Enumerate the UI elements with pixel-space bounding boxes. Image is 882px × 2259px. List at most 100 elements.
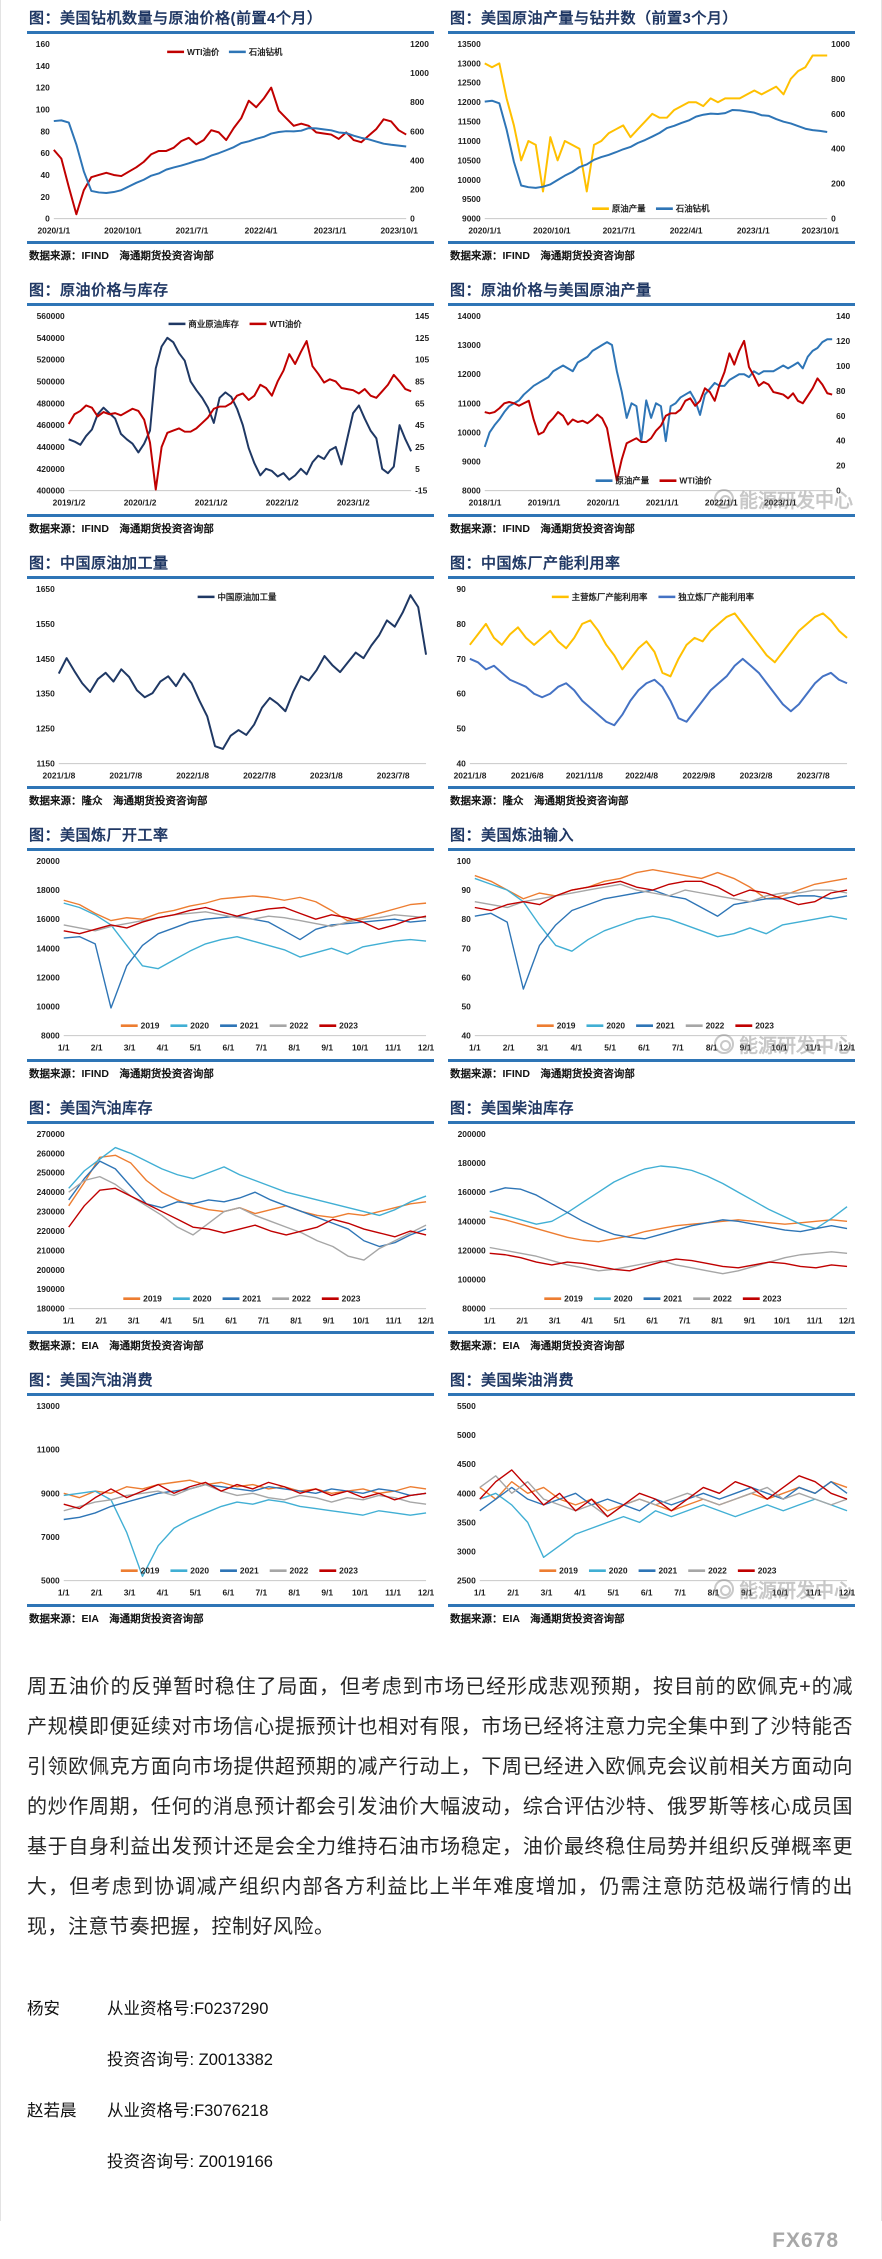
svg-text:520000: 520000 (37, 355, 65, 365)
legend-label: 商业原油库存 (188, 319, 239, 329)
chart-legend: 2019 2020 2021 2022 2023 (544, 1294, 782, 1304)
svg-text:70: 70 (457, 654, 467, 664)
svg-text:8/1: 8/1 (288, 1588, 300, 1598)
y2-axis-ticks: 1000 800 600 400 200 0 (831, 39, 850, 224)
y-axis-ticks: 560000 540000 520000 500000 480000 460000 4400… (37, 311, 65, 496)
line-chart: 5500 5000 4500 4000 3500 3000 2500 1/1 2/1 3/1 4/1… (457, 1401, 855, 1598)
svg-text:800: 800 (410, 97, 424, 107)
y-axis-ticks: 160 140 120 100 80 60 40 20 0 (36, 39, 50, 224)
svg-text:2022/1/2: 2022/1/2 (266, 498, 299, 508)
svg-text:4/1: 4/1 (160, 1315, 172, 1325)
svg-text:2020/1/2: 2020/1/2 (124, 498, 157, 508)
series-lines (63, 1479, 427, 1578)
chart-source: 数据来源：IFIND 海通期货投资咨询部 (450, 250, 635, 263)
series-2019 (63, 895, 427, 922)
y-axis-ticks: 13500 13000 12500 12000 11500 11000 10500 10000… (457, 39, 481, 224)
svg-text:1000: 1000 (831, 39, 850, 49)
x-axis-ticks: 1/1 2/1 3/1 4/1 5/1 6/1 7/1 8/1 9/1 10/1 11/1 12/1 (58, 1043, 434, 1053)
y-axis-ticks: 1650 1550 1450 1350 1250 1150 (36, 584, 55, 769)
divider (448, 1058, 855, 1062)
legend-label: 2020 (193, 1294, 212, 1304)
series-2022 (63, 911, 427, 932)
x-axis-ticks: 2021/1/8 2021/7/8 2022/1/8 2022/7/8 2023/1/8… (43, 771, 410, 781)
divider (27, 1331, 434, 1335)
svg-text:560000: 560000 (37, 311, 65, 321)
svg-text:6/1: 6/1 (638, 1043, 650, 1053)
svg-text:4000: 4000 (457, 1489, 476, 1499)
svg-text:11/1: 11/1 (807, 1315, 823, 1325)
svg-text:10/1: 10/1 (353, 1315, 370, 1325)
series-2019 (63, 1479, 427, 1499)
svg-text:5/1: 5/1 (607, 1588, 619, 1598)
svg-text:9000: 9000 (462, 457, 481, 467)
svg-text:40: 40 (461, 1031, 471, 1041)
svg-text:3/1: 3/1 (537, 1043, 549, 1053)
svg-text:13000: 13000 (457, 341, 481, 351)
svg-text:270000: 270000 (37, 1129, 65, 1139)
chart-source: 数据来源：隆众 海通期货投资咨询部 (29, 795, 208, 808)
chart-title: 图：中国炼厂产能利用率 (448, 551, 855, 579)
line-chart: 20000 18000 16000 14000 12000 10000 8000 1/1 2/1… (36, 856, 434, 1053)
svg-text:200000: 200000 (458, 1129, 486, 1139)
svg-text:16000: 16000 (36, 915, 60, 925)
svg-text:2/1: 2/1 (91, 1043, 103, 1053)
svg-text:1250: 1250 (36, 724, 55, 734)
svg-text:2022/9/8: 2022/9/8 (682, 771, 715, 781)
svg-text:2/1: 2/1 (507, 1588, 519, 1598)
svg-text:9/1: 9/1 (744, 1315, 756, 1325)
chart-title: 图：中国原油加工量 (27, 551, 434, 579)
chart-legend: 商业原油库存 WTI油价 (168, 319, 302, 329)
series-2021 (63, 915, 427, 1010)
svg-text:9/1: 9/1 (323, 1315, 335, 1325)
series-lines (57, 594, 428, 750)
svg-text:5500: 5500 (457, 1401, 476, 1411)
svg-text:5/1: 5/1 (614, 1315, 626, 1325)
svg-text:0: 0 (45, 214, 50, 224)
svg-text:480000: 480000 (37, 399, 65, 409)
chart-legend: 2019 2020 2021 2022 2023 (120, 1021, 358, 1031)
svg-text:2/1: 2/1 (95, 1315, 107, 1325)
fx678-logo: FX678 (772, 2228, 839, 2252)
series-lines (68, 1146, 427, 1261)
chart-source: 数据来源：EIA 海通期货投资咨询部 (29, 1612, 204, 1625)
svg-text:2020/1/1: 2020/1/1 (37, 226, 70, 236)
svg-text:11/1: 11/1 (385, 1588, 401, 1598)
series-2023 (489, 1252, 848, 1272)
series-原油产量 (484, 54, 828, 193)
svg-text:11/1: 11/1 (385, 1043, 401, 1053)
legend-label: 2023 (763, 1294, 782, 1304)
series-主营炼厂产能利用率 (469, 612, 848, 678)
legend-label: 2022 (290, 1566, 309, 1576)
series-lines (483, 338, 833, 483)
svg-text:1350: 1350 (36, 689, 55, 699)
svg-text:180000: 180000 (458, 1158, 486, 1168)
legend-label: 2020 (606, 1021, 625, 1031)
svg-text:4500: 4500 (457, 1460, 476, 1470)
legend-label: 石油钻机 (675, 204, 710, 214)
divider (27, 1058, 434, 1062)
svg-text:5000: 5000 (457, 1430, 476, 1440)
y-axis-ticks: 270000 260000 250000 240000 230000 220000 2100… (37, 1129, 65, 1314)
svg-text:8000: 8000 (41, 1031, 60, 1041)
svg-text:10/1: 10/1 (771, 1043, 788, 1053)
line-chart: 100 90 80 70 60 50 40 1/1 2/1 3/1 4/1 5/1 6/1 7/1 8/1 9… (457, 856, 855, 1053)
svg-text:12000: 12000 (36, 973, 60, 983)
legend-label: WTI油价 (679, 476, 712, 486)
svg-text:2022/1/8: 2022/1/8 (176, 771, 209, 781)
chart-block-price-vs-us-production: 图：原油价格与美国原油产量 14000 13000 12000 11000 10000 9… (448, 278, 855, 536)
y-axis-ticks: 5500 5000 4500 4000 3500 3000 2500 (457, 1401, 476, 1586)
svg-text:2022/4/1: 2022/4/1 (670, 226, 703, 236)
chart-legend: 2019 2020 2021 2022 2023 (536, 1021, 774, 1031)
y2-axis-ticks: 1200 1000 800 600 400 200 0 (410, 39, 429, 224)
svg-text:13000: 13000 (457, 58, 481, 68)
svg-text:2020/10/1: 2020/10/1 (533, 226, 571, 236)
svg-text:2021/1/8: 2021/1/8 (43, 771, 76, 781)
svg-text:3000: 3000 (457, 1547, 476, 1557)
line-chart: 13000 11000 9000 7000 5000 1/1 2/1 3/1 4/1 5/1 6/1… (36, 1401, 434, 1598)
chart-title: 图：美国汽油库存 (27, 1096, 434, 1124)
chart-title: 图：美国炼油输入 (448, 823, 855, 852)
svg-text:10000: 10000 (36, 1002, 60, 1012)
series-石油钻机 (484, 99, 828, 189)
svg-text:5000: 5000 (41, 1576, 60, 1586)
svg-text:14000: 14000 (457, 311, 481, 321)
